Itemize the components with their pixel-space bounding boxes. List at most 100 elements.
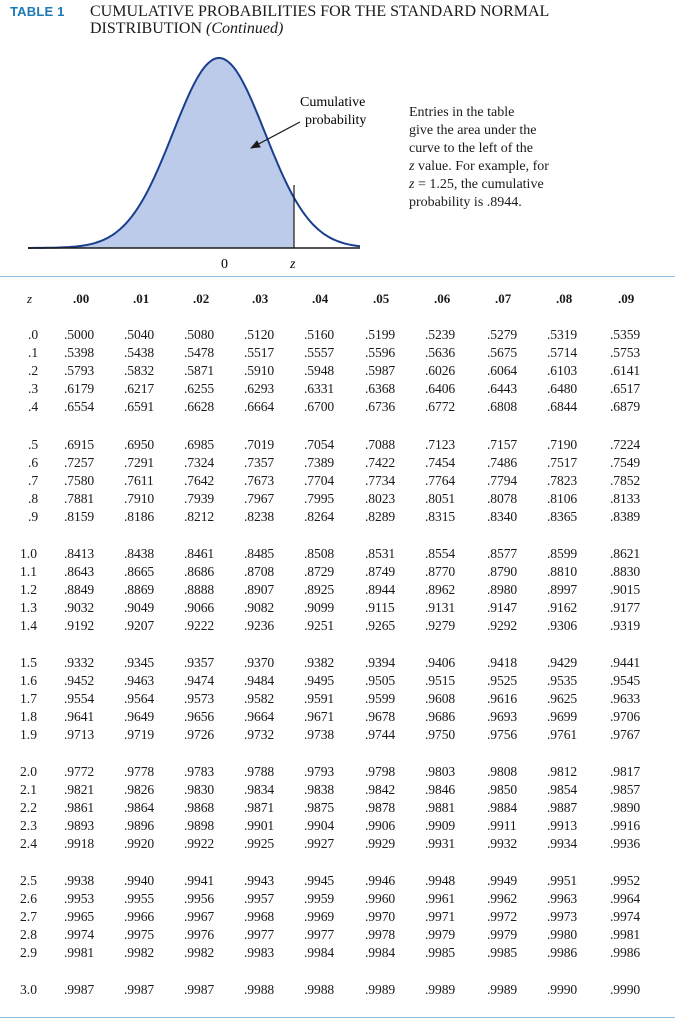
table-cell: .8665 — [124, 563, 155, 579]
column-header: .07 — [495, 291, 512, 306]
table-cell: .9306 — [547, 617, 578, 633]
table-cell: .9878 — [365, 799, 396, 815]
row-z-value: .7 — [28, 472, 39, 488]
table-cell: .7088 — [365, 437, 396, 452]
table-cell: .9345 — [124, 655, 155, 670]
table-cell: .9678 — [365, 708, 396, 724]
table-cell: .8997 — [547, 581, 578, 597]
table-cell: .7580 — [64, 472, 95, 488]
table-cell: .9251 — [304, 617, 335, 633]
table-cell: .5987 — [365, 362, 396, 378]
table-cell: .9989 — [365, 982, 396, 997]
title-line-1: CUMULATIVE PROBABILITIES FOR THE STANDAR… — [90, 3, 550, 20]
table-cell: .9418 — [487, 655, 518, 670]
row-z-value: 2.2 — [20, 799, 37, 815]
table-cell: .9732 — [244, 726, 275, 742]
column-header: .09 — [618, 291, 635, 306]
table-cell: .7190 — [547, 437, 578, 452]
table-cell: .9906 — [365, 817, 396, 833]
table-cell: .9960 — [365, 890, 396, 906]
table-cell: .8849 — [64, 581, 95, 597]
table-cell: .7910 — [124, 490, 155, 506]
table-cell: .8708 — [244, 563, 275, 579]
table-cell: .8508 — [304, 546, 335, 561]
table-cell: .5359 — [610, 327, 641, 342]
table-cell: .5910 — [244, 362, 275, 378]
table-cell: .9817 — [610, 764, 641, 779]
table-cell: .9890 — [610, 799, 641, 815]
table-cell: .9875 — [304, 799, 335, 815]
table-cell: .8599 — [547, 546, 578, 561]
table-cell: .9985 — [425, 944, 456, 960]
table-cell: .9236 — [244, 617, 275, 633]
title-line-2: DISTRIBUTION (Continued) — [90, 20, 650, 37]
table-cell: .9909 — [425, 817, 456, 833]
table-cell: .9982 — [124, 944, 155, 960]
table-cell: .9941 — [184, 873, 215, 888]
table-cell: .9918 — [64, 835, 95, 851]
table-cell: .9968 — [244, 908, 275, 924]
column-header: .00 — [73, 291, 90, 306]
column-header: .02 — [193, 291, 210, 306]
table-cell: .8051 — [425, 490, 456, 506]
table-cell: .8133 — [610, 490, 641, 506]
table-cell: .8159 — [64, 508, 95, 524]
table-cell: .5596 — [365, 344, 396, 360]
table-cell: .9591 — [304, 690, 335, 706]
table-cell: .5517 — [244, 344, 275, 360]
table-cell: .9838 — [304, 781, 335, 797]
table-cell: .9429 — [547, 655, 578, 670]
table-cell: .5279 — [487, 327, 518, 342]
table-cell: .9207 — [124, 617, 155, 633]
title-continued: (Continued) — [206, 20, 284, 37]
table-cell: .5000 — [64, 327, 95, 342]
table-cell: .9406 — [425, 655, 456, 670]
table-cell: .5793 — [64, 362, 95, 378]
table-cell: .9744 — [365, 726, 396, 742]
table-cell: .9608 — [425, 690, 456, 706]
table-cell: .8888 — [184, 581, 215, 597]
table-cell: .8577 — [487, 546, 518, 561]
table-cell: .9964 — [610, 890, 641, 906]
row-z-value: 1.4 — [20, 617, 37, 633]
table-cell: .8389 — [610, 508, 641, 524]
table-cell: .8340 — [487, 508, 518, 524]
table-cell: .9332 — [64, 655, 95, 670]
table-cell: .9808 — [487, 764, 518, 779]
row-z-value: .8 — [28, 490, 39, 506]
axis-zero-label: 0 — [221, 257, 228, 272]
table-cell: .9192 — [64, 617, 95, 633]
table-cell: .6664 — [244, 398, 275, 414]
table-cell: .9515 — [425, 672, 456, 688]
row-z-value: .5 — [28, 437, 39, 452]
table-cell: .9987 — [124, 982, 155, 997]
table-cell: .9896 — [124, 817, 155, 833]
table-cell: .9861 — [64, 799, 95, 815]
table-cell: .6554 — [64, 398, 95, 414]
table-cell: .8289 — [365, 508, 396, 524]
note-line-4: z value. For example, for — [409, 158, 609, 176]
table-cell: .5636 — [425, 344, 456, 360]
table-cell: .7454 — [425, 454, 456, 470]
table-cell: .9990 — [610, 982, 641, 997]
table-cell: .9871 — [244, 799, 275, 815]
callout-label-line-1: Cumulative — [300, 95, 365, 110]
table-cell: .9934 — [547, 835, 578, 851]
table-cell: .9616 — [487, 690, 518, 706]
table-cell: .9979 — [487, 926, 518, 942]
table-cell: .9394 — [365, 655, 396, 670]
row-z-value: 2.0 — [20, 764, 37, 779]
cumulative-area — [28, 58, 294, 248]
table-cell: .6103 — [547, 362, 578, 378]
table-cell: .9846 — [425, 781, 456, 797]
table-cell: .9966 — [124, 908, 155, 924]
table-cell: .9582 — [244, 690, 275, 706]
row-z-value: 1.9 — [20, 726, 37, 742]
table-cell: .8729 — [304, 563, 335, 579]
table-cell: .9946 — [365, 873, 396, 888]
row-z-value: 1.3 — [20, 599, 37, 615]
table-cell: .8438 — [124, 546, 155, 561]
table-cell: .7054 — [304, 437, 335, 452]
column-header: .08 — [556, 291, 573, 306]
table-cell: .7642 — [184, 472, 215, 488]
